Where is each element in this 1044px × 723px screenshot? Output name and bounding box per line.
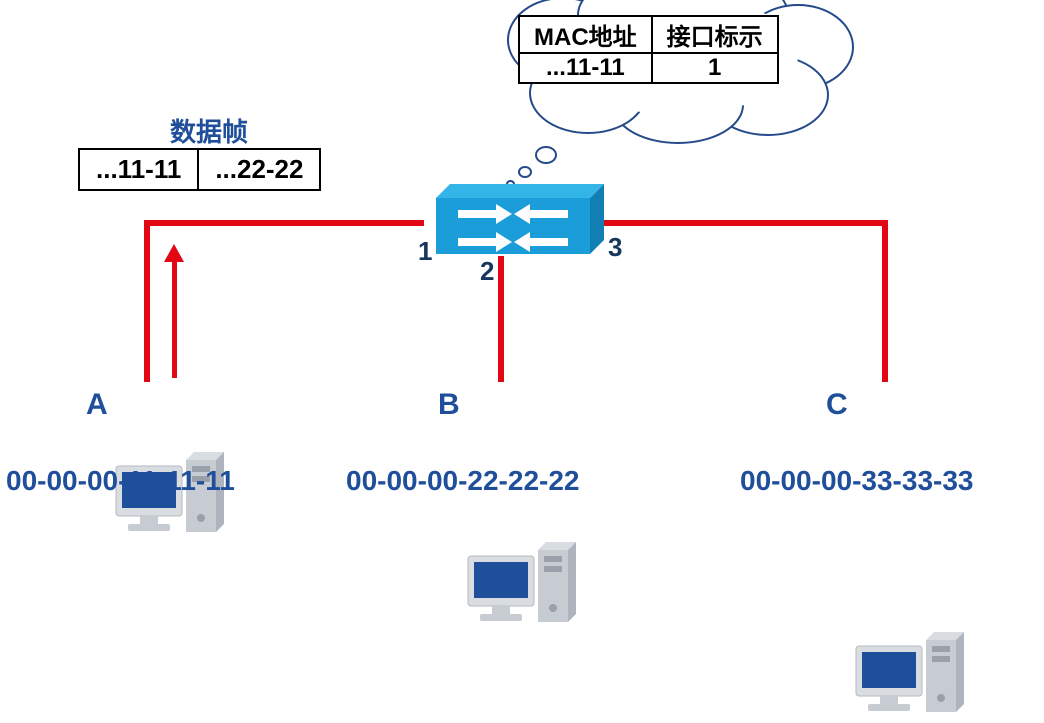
mac-table-header-port: 接口标示	[652, 16, 778, 53]
cable-right-h	[598, 220, 888, 226]
host-c-icon	[848, 628, 968, 718]
mac-table-row: ...11-11 1	[519, 53, 778, 83]
thought-bubble-1	[535, 146, 557, 164]
host-b-label: B	[438, 388, 460, 422]
host-a-mac: 00-00-00-11-11-11	[6, 465, 235, 497]
cable-left-h	[144, 220, 424, 226]
mac-table-header-mac: MAC地址	[519, 16, 652, 53]
mac-table: MAC地址 接口标示 ...11-11 1	[518, 15, 779, 84]
cable-c-v	[882, 220, 888, 382]
frame-src: ...11-11	[80, 150, 199, 189]
thought-bubble-2	[518, 166, 532, 178]
switch-icon	[418, 180, 608, 258]
frame-box: ...11-11 ...22-22	[78, 148, 321, 191]
arrow-shaft	[172, 258, 177, 378]
frame-title: 数据帧	[170, 112, 248, 149]
host-b-icon	[460, 538, 580, 628]
frame-dst: ...22-22	[199, 150, 319, 189]
mac-table-mac: ...11-11	[519, 53, 652, 83]
host-c-label: C	[826, 388, 848, 422]
cable-b-v	[498, 256, 504, 382]
port-3: 3	[608, 232, 622, 263]
host-c-mac: 00-00-00-33-33-33	[740, 465, 974, 497]
mac-table-port: 1	[652, 53, 778, 83]
host-b-mac: 00-00-00-22-22-22	[346, 465, 580, 497]
cable-a-v	[144, 220, 150, 382]
port-2: 2	[480, 256, 494, 287]
host-a-label: A	[86, 388, 108, 422]
port-1: 1	[418, 236, 432, 267]
arrow-head-icon	[164, 244, 184, 262]
